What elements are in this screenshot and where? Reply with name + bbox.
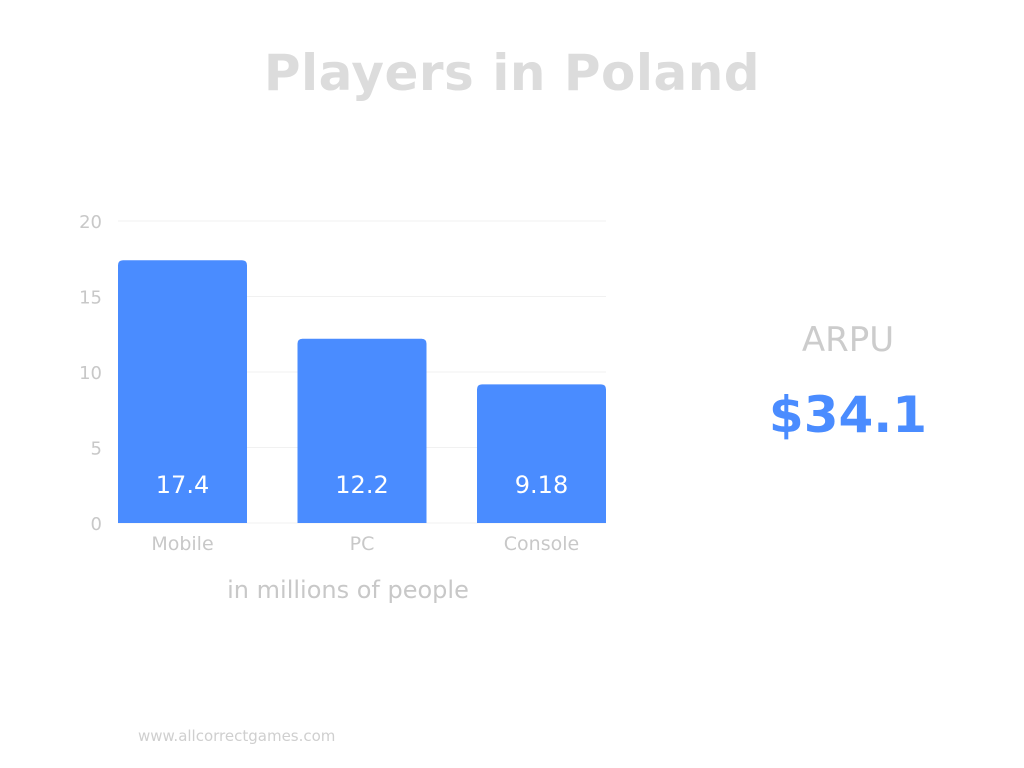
y-tick-label: 15 [79,288,102,309]
arpu-label: ARPU [801,320,895,360]
x-tick-label: PC [350,533,375,555]
bar [118,260,247,523]
x-tick-label: Console [504,533,579,555]
bar [297,338,427,523]
page-title: Players in Poland [263,44,761,102]
bar-value-label: 17.4 [156,471,209,499]
y-tick-label: 20 [79,212,102,233]
chart-caption: in millions of people [227,576,469,604]
y-tick-label: 10 [79,363,102,384]
bar [477,384,606,523]
arpu-value: $34.1 [768,386,928,444]
y-tick-label: 5 [91,439,102,460]
footer-url: www.allcorrectgames.com [138,727,336,745]
x-tick-label: Mobile [151,533,213,555]
bar-value-label: 12.2 [335,471,388,499]
y-tick-label: 0 [91,514,102,535]
bar-value-label: 9.18 [515,471,568,499]
